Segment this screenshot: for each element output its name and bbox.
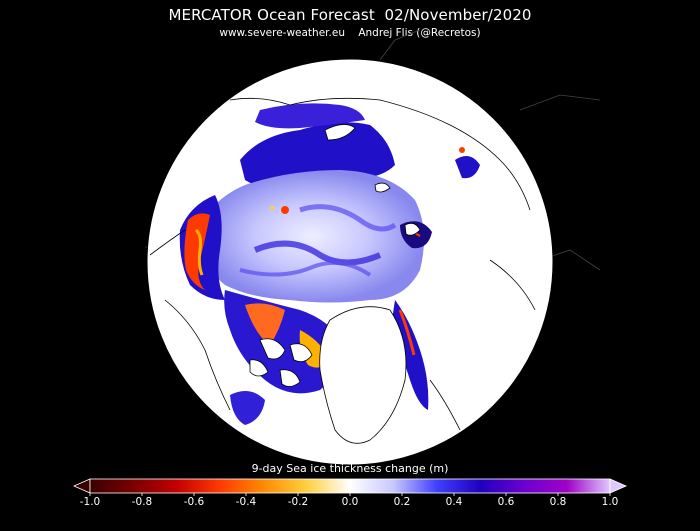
colorbar-tick-label: 0.0 bbox=[341, 496, 359, 508]
colorbar-tick-label: 0.6 bbox=[497, 496, 515, 508]
colorbar-tick-label: 0.2 bbox=[393, 496, 411, 508]
land-outlines bbox=[249, 124, 421, 444]
colorbar-tickmarks bbox=[89, 493, 611, 496]
colorbar-tick-label: 0.8 bbox=[549, 496, 567, 508]
colorbar-label: 9-day Sea ice thickness change (m) bbox=[251, 462, 449, 475]
colorbar-tick-label: -0.8 bbox=[131, 496, 153, 508]
colorbar-right-arrow bbox=[609, 478, 627, 494]
colorbar-tick-label: 0.4 bbox=[445, 496, 463, 508]
colorbar-tick-label: -0.6 bbox=[183, 496, 205, 508]
figure-title: MERCATOR Ocean Forecast 02/November/2020 bbox=[168, 6, 532, 24]
figure-subtitle: www.severe-weather.eu Andrej Flis (@Recr… bbox=[219, 27, 481, 39]
continent-coastlines bbox=[149, 97, 536, 431]
colorbar-tick-label: -1.0 bbox=[79, 496, 101, 508]
colorbar-tick-label: -0.4 bbox=[235, 496, 257, 508]
sea-ice-field bbox=[179, 103, 480, 425]
colorbar-tick-label: 1.0 bbox=[601, 496, 619, 508]
colorbar-left-arrow bbox=[73, 478, 91, 494]
map-border bbox=[146, 58, 554, 466]
colorbar-bar bbox=[89, 478, 611, 494]
colorbar-tick-label: -0.2 bbox=[287, 496, 309, 508]
